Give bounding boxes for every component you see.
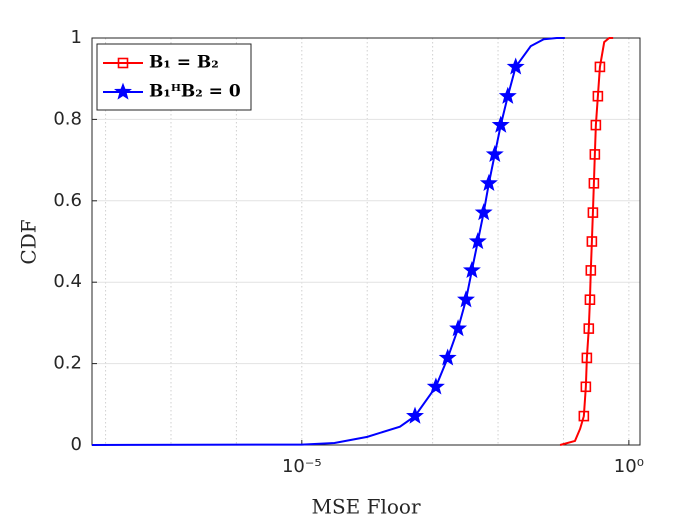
marker: [580, 381, 592, 393]
y-tick-label: 0: [71, 434, 82, 455]
marker: [485, 144, 504, 163]
y-tick-label: 1: [71, 27, 82, 48]
marker: [449, 319, 468, 337]
marker: [584, 294, 596, 306]
y-tick-label: 0.8: [53, 108, 82, 129]
marker: [583, 323, 595, 334]
y-tick-label: 0.2: [53, 353, 82, 374]
marker: [587, 207, 599, 218]
legend-marker: [117, 57, 129, 69]
marker: [590, 119, 602, 131]
marker: [506, 57, 525, 75]
marker: [457, 290, 475, 308]
marker: [438, 348, 457, 366]
x-axis-label: MSE Floor: [311, 495, 420, 519]
legend-label: B₁ = B₂: [149, 53, 219, 73]
marker: [468, 232, 487, 250]
marker: [589, 149, 601, 160]
legend-box: [96, 43, 252, 111]
marker: [594, 61, 606, 73]
series-line: [91, 37, 565, 446]
marker: [588, 177, 600, 189]
marker: [578, 410, 590, 422]
legend-marker: [114, 82, 132, 100]
marker: [592, 90, 604, 102]
marker: [491, 115, 510, 133]
y-tick-label: 0.4: [53, 271, 82, 292]
marker: [498, 86, 517, 104]
legend-label: B₁ᴴB₂ = 0: [149, 82, 241, 102]
marker: [474, 203, 493, 221]
x-tick-label: 10⁰: [614, 456, 644, 477]
y-axis-label: CDF: [17, 219, 41, 264]
marker: [581, 352, 593, 364]
marker: [426, 377, 445, 395]
x-tick-label: 10⁻⁵: [282, 456, 322, 477]
series-line: [559, 37, 614, 446]
marker: [406, 406, 424, 424]
plot-frame: [91, 37, 641, 446]
marker: [462, 260, 481, 279]
y-tick-label: 0.6: [53, 190, 82, 211]
marker: [585, 265, 597, 276]
marker: [586, 236, 598, 247]
marker: [479, 173, 498, 191]
